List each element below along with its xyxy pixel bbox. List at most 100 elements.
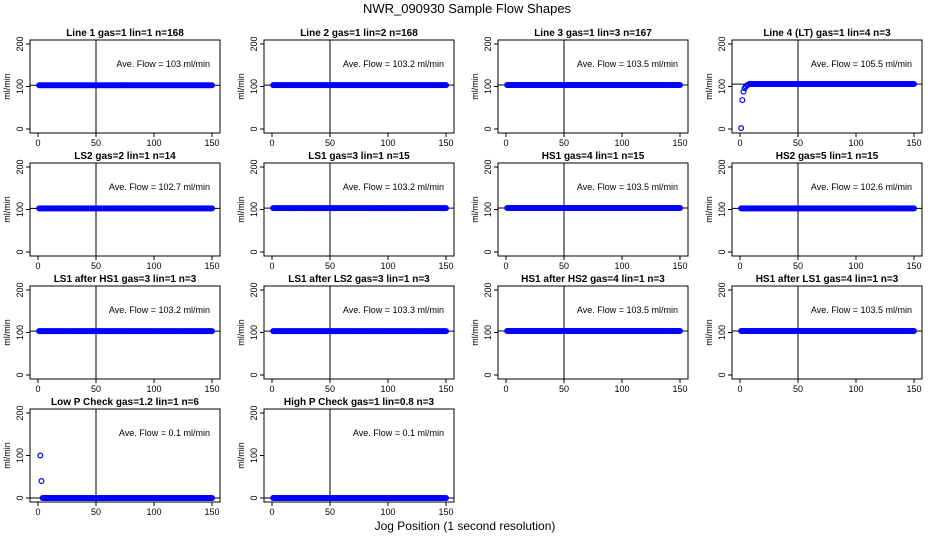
data-point [738,125,745,132]
average-flow-annotation: Ave. Flow = 102.7 ml/min [109,182,210,192]
y-tick-label: 200 [483,36,493,51]
y-axis-label: ml/min [704,319,714,346]
figure-title: NWR_090930 Sample Flow Shapes [363,1,572,16]
y-tick-label: 0 [483,372,493,377]
x-tick-label: 50 [559,384,569,394]
x-tick-label: 100 [146,261,161,271]
panel-7: HS1 gas=4 lin=1 n=15 0 50 100 150 0 100 200 ml/m… [470,151,689,271]
x-tick-label: 0 [269,384,274,394]
panel-title: HS1 gas=4 lin=1 n=15 [542,151,645,162]
panel-title: LS1 after HS1 gas=3 lin=1 n=3 [54,274,197,285]
x-tick-label: 150 [672,261,687,271]
panel-title: LS1 after LS2 gas=3 lin=1 n=3 [288,274,430,285]
y-tick-label: 100 [249,325,259,340]
average-flow-annotation: Ave. Flow = 0.1 ml/min [119,428,210,438]
panels-container: Line 1 gas=1 lin=1 n=168 0 50 100 150 0 100 200… [2,28,923,517]
y-tick-label: 200 [249,159,259,174]
y-tick-label: 200 [15,405,25,420]
y-tick-label: 0 [249,372,259,377]
x-tick-label: 150 [906,138,921,148]
x-tick-label: 150 [438,261,453,271]
x-tick-label: 50 [793,384,803,394]
average-flow-annotation: Ave. Flow = 103.5 ml/min [811,305,912,315]
panel-title: High P Check gas=1 lin=0.8 n=3 [284,397,435,408]
data-points [738,205,917,212]
y-tick-label: 200 [15,159,25,174]
y-tick-label: 100 [483,79,493,94]
panel-11: HS1 after HS2 gas=4 lin=1 n=3 0 50 100 150 0 1… [470,274,689,394]
x-tick-label: 0 [269,261,274,271]
data-point [37,452,44,459]
average-flow-annotation: Ave. Flow = 0.1 ml/min [353,428,444,438]
y-tick-label: 100 [15,448,25,463]
data-point [443,205,450,212]
y-tick-label: 200 [483,159,493,174]
panel-10: LS1 after LS2 gas=3 lin=1 n=3 0 50 100 150 0 1… [236,274,455,394]
data-point [910,80,917,87]
x-tick-label: 150 [906,384,921,394]
x-tick-label: 0 [737,261,742,271]
x-tick-label: 100 [146,384,161,394]
y-tick-label: 100 [15,79,25,94]
panel-title: LS1 gas=3 lin=1 n=15 [308,151,410,162]
average-flow-annotation: Ave. Flow = 102.6 ml/min [811,182,912,192]
average-flow-annotation: Ave. Flow = 103.2 ml/min [343,182,444,192]
panel-title: Line 1 gas=1 lin=1 n=168 [66,28,184,39]
y-tick-label: 100 [483,202,493,217]
data-points [36,82,216,89]
panel-1: Line 1 gas=1 lin=1 n=168 0 50 100 150 0 100 200… [2,28,221,148]
x-tick-label: 100 [848,138,863,148]
data-points [270,328,450,335]
data-point [209,205,216,212]
x-tick-label: 100 [848,261,863,271]
y-tick-label: 0 [483,249,493,254]
x-tick-label: 0 [503,261,508,271]
x-tick-label: 100 [380,138,395,148]
x-tick-label: 150 [906,261,921,271]
x-tick-label: 100 [848,384,863,394]
average-flow-annotation: Ave. Flow = 103 ml/min [116,59,210,69]
x-tick-label: 50 [325,261,335,271]
x-tick-label: 0 [35,384,40,394]
data-point [910,328,917,335]
average-flow-annotation: Ave. Flow = 105.5 ml/min [811,59,912,69]
y-tick-label: 0 [15,249,25,254]
y-axis-label: ml/min [236,442,246,469]
average-flow-annotation: Ave. Flow = 103.3 ml/min [343,305,444,315]
y-tick-label: 200 [249,405,259,420]
data-point [443,82,450,89]
y-tick-label: 0 [249,126,259,131]
average-flow-annotation: Ave. Flow = 103.2 ml/min [343,59,444,69]
y-axis-label: ml/min [236,319,246,346]
x-tick-label: 0 [35,261,40,271]
y-tick-label: 0 [483,126,493,131]
panel-title: LS2 gas=2 lin=1 n=14 [74,151,176,162]
panel-9: LS1 after HS1 gas=3 lin=1 n=3 0 50 100 150 0 1… [2,274,221,394]
y-axis-label: ml/min [2,73,12,100]
y-axis-label: ml/min [470,73,480,100]
y-axis-label: ml/min [470,319,480,346]
average-flow-annotation: Ave. Flow = 103.5 ml/min [577,305,678,315]
data-point [676,82,683,89]
y-axis-label: ml/min [236,73,246,100]
x-tick-label: 0 [269,138,274,148]
y-tick-label: 200 [717,282,727,297]
x-tick-label: 100 [146,507,161,517]
plot-frame [263,408,455,503]
x-tick-label: 0 [737,138,742,148]
average-flow-annotation: Ave. Flow = 103.5 ml/min [577,182,678,192]
y-tick-label: 100 [717,325,727,340]
y-axis-label: ml/min [2,442,12,469]
x-tick-label: 150 [672,384,687,394]
y-tick-label: 200 [15,36,25,51]
panel-13: Low P Check gas=1.2 lin=1 n=6 0 50 100 150 0 1… [2,397,221,517]
panel-title: Line 2 gas=1 lin=2 n=168 [300,28,418,39]
y-tick-label: 0 [717,126,727,131]
data-point [676,328,683,335]
x-tick-label: 50 [91,384,101,394]
x-tick-label: 0 [503,138,508,148]
x-tick-label: 50 [559,138,569,148]
y-tick-label: 100 [717,79,727,94]
y-axis-label: ml/min [2,196,12,223]
x-tick-label: 50 [91,138,101,148]
